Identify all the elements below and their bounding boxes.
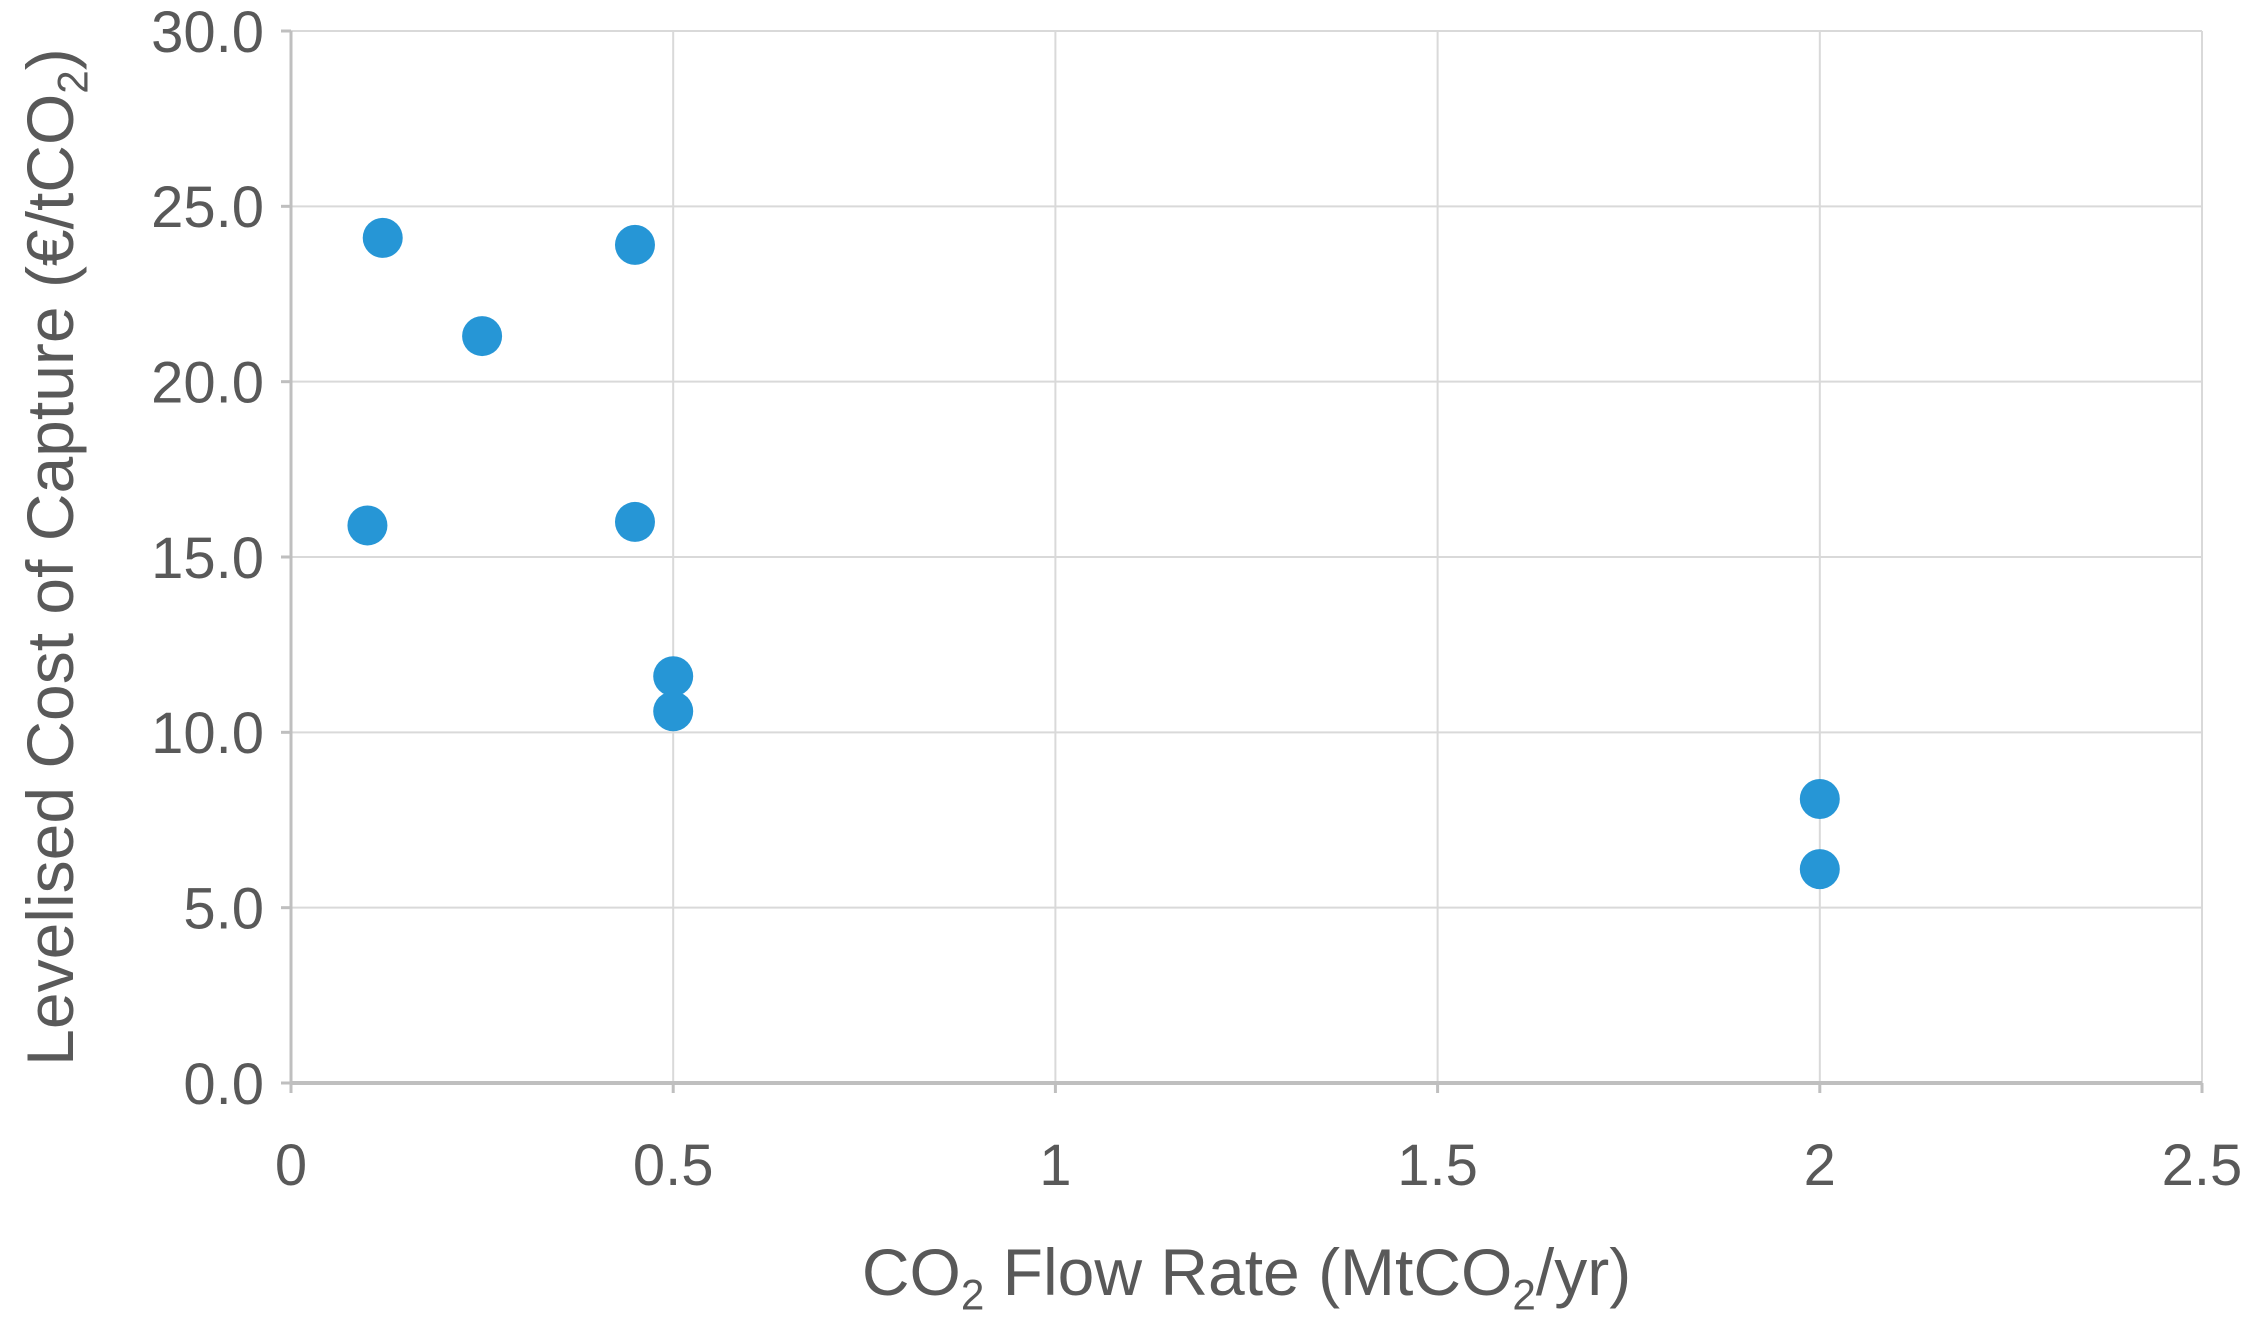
x-tick-label: 2.5: [2162, 1133, 2243, 1198]
data-point: [347, 505, 388, 546]
y-tick-label: 0.0: [183, 1052, 264, 1117]
y-tick-label: 10.0: [151, 701, 264, 766]
y-tick-label: 20.0: [151, 351, 264, 416]
data-point: [653, 691, 694, 732]
data-point: [1799, 778, 1840, 819]
data-point: [653, 656, 694, 697]
x-tick-label: 0.5: [633, 1133, 714, 1198]
y-tick-label: 5.0: [183, 877, 264, 942]
x-tick-label: 1: [1039, 1133, 1071, 1198]
x-axis-title: CO2 Flow Rate (MtCO2/yr): [861, 1235, 1632, 1319]
x-tick-label: 0: [275, 1133, 307, 1198]
data-point: [462, 316, 503, 357]
data-point: [362, 217, 403, 258]
data-point: [1799, 849, 1840, 890]
y-tick-label: 15.0: [151, 526, 264, 591]
data-point: [614, 501, 655, 542]
y-tick-label: 25.0: [151, 175, 264, 240]
y-tick-label: 30.0: [151, 0, 264, 65]
y-axis-title: Levelised Cost of Capture (€/tCO2): [13, 48, 97, 1066]
x-tick-label: 1.5: [1397, 1133, 1478, 1198]
x-tick-label: 2: [1804, 1133, 1836, 1198]
data-point: [614, 224, 655, 265]
